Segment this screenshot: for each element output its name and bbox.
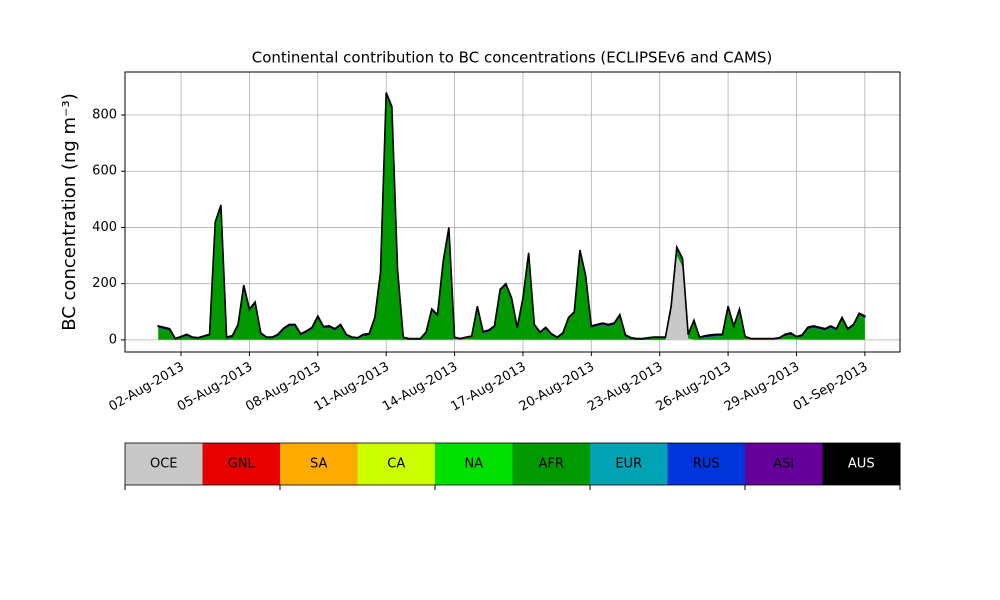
y-tick-label: 400 bbox=[92, 220, 117, 235]
plot-area bbox=[157, 92, 866, 340]
legend-swatch bbox=[822, 443, 901, 485]
legend-label: NA bbox=[464, 457, 483, 472]
legend-label: OCE bbox=[150, 457, 178, 472]
legend-label: SA bbox=[310, 457, 327, 472]
y-axis-label: BC concentration (ng m⁻³) bbox=[59, 93, 80, 331]
legend-swatch bbox=[125, 443, 203, 485]
legend-label: AFR bbox=[539, 457, 564, 472]
legend-label: ASI bbox=[773, 457, 794, 472]
legend-swatch bbox=[435, 443, 513, 485]
y-tick-label: 0 bbox=[109, 332, 117, 347]
legend-label: RUS bbox=[693, 457, 720, 472]
legend-swatch bbox=[357, 443, 436, 485]
legend-label: EUR bbox=[615, 457, 642, 472]
legend-label: AUS bbox=[848, 457, 875, 472]
grid bbox=[125, 72, 900, 352]
legend-swatch bbox=[590, 443, 668, 485]
legend-label: CA bbox=[387, 457, 405, 472]
legend-swatch bbox=[280, 443, 358, 485]
colorbar-legend: OCE GNL SA CA NA AFR EUR RUS ASI AUS bbox=[124, 442, 901, 490]
y-tick-label: 200 bbox=[92, 276, 117, 291]
y-tick-label: 800 bbox=[92, 108, 117, 123]
legend-swatch bbox=[667, 443, 746, 485]
stack-area bbox=[157, 92, 866, 340]
legend-label: GNL bbox=[228, 457, 256, 472]
legend-frame bbox=[124, 442, 901, 486]
legend-swatch bbox=[202, 443, 281, 485]
chart-title: Continental contribution to BC concentra… bbox=[252, 49, 773, 67]
y-tick-label: 600 bbox=[92, 164, 117, 179]
legend-swatch bbox=[512, 443, 591, 485]
legend-swatch bbox=[745, 443, 823, 485]
axes-frame bbox=[124, 71, 901, 353]
